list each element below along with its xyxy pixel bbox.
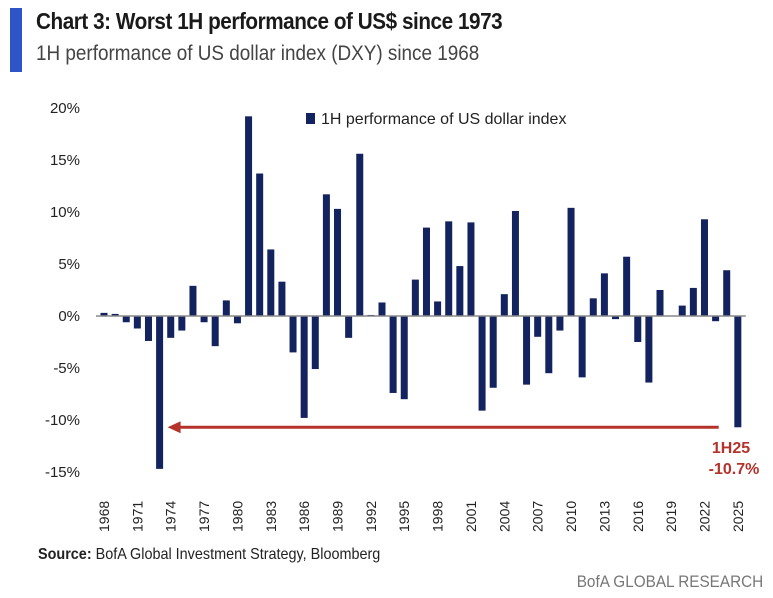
brand-logo-text: BofA GLOBAL RESEARCH bbox=[576, 572, 763, 591]
x-tick-label: 1998 bbox=[430, 501, 446, 532]
annotation-value: -10.7% bbox=[709, 461, 760, 478]
bar-2024 bbox=[723, 270, 731, 316]
bar-1972 bbox=[144, 316, 152, 341]
x-tick-label: 1968 bbox=[96, 501, 112, 532]
y-tick-label: 10% bbox=[50, 204, 80, 221]
bar-2000 bbox=[456, 266, 464, 316]
bar-1974 bbox=[167, 316, 175, 338]
bar-1975 bbox=[178, 316, 186, 331]
bar-1998 bbox=[434, 301, 442, 316]
bar-1995 bbox=[400, 316, 408, 400]
bar-1970 bbox=[122, 316, 130, 323]
bar-2015 bbox=[623, 256, 631, 316]
bar-1979 bbox=[222, 300, 230, 316]
bar-1983 bbox=[267, 249, 275, 316]
bar-1968 bbox=[100, 312, 108, 316]
bar-2004 bbox=[500, 294, 508, 316]
x-tick-label: 1980 bbox=[229, 501, 245, 532]
title-accent-bar bbox=[10, 8, 22, 72]
bar-1993 bbox=[378, 302, 386, 316]
annotation-label: 1H25 bbox=[712, 440, 750, 457]
bar-1989 bbox=[334, 208, 342, 316]
x-tick-label: 2022 bbox=[696, 501, 712, 532]
bar-1999 bbox=[445, 221, 453, 316]
bar-1994 bbox=[389, 316, 397, 393]
source-text: BofA Global Investment Strategy, Bloombe… bbox=[91, 546, 381, 563]
x-tick-label: 1971 bbox=[129, 501, 145, 532]
bar-2018 bbox=[656, 290, 664, 316]
y-tick-label: 5% bbox=[58, 256, 80, 273]
bar-1990 bbox=[345, 316, 353, 338]
bar-1996 bbox=[411, 279, 419, 316]
x-tick-label: 1995 bbox=[396, 501, 412, 532]
x-tick-label: 1989 bbox=[330, 501, 346, 532]
x-tick-label: 2016 bbox=[630, 501, 646, 532]
x-tick-label: 2010 bbox=[563, 501, 579, 532]
y-tick-label: 20% bbox=[50, 100, 80, 117]
bar-1985 bbox=[289, 316, 297, 353]
bar-1986 bbox=[300, 316, 308, 418]
bar-1973 bbox=[156, 316, 164, 469]
bar-2005 bbox=[511, 210, 519, 316]
y-tick-label: -15% bbox=[45, 464, 80, 481]
bar-1984 bbox=[278, 281, 286, 316]
bar-2025 bbox=[734, 316, 742, 428]
bar-2006 bbox=[523, 316, 531, 385]
bar-1980 bbox=[233, 316, 241, 324]
bar-1987 bbox=[311, 316, 319, 370]
source-label: Source: bbox=[38, 546, 92, 563]
x-tick-label: 2019 bbox=[663, 501, 679, 532]
bar-1981 bbox=[245, 116, 253, 316]
bar-2017 bbox=[645, 316, 653, 383]
x-tick-label: 2013 bbox=[596, 501, 612, 532]
bar-1988 bbox=[322, 194, 330, 316]
y-tick-label: 15% bbox=[50, 152, 80, 169]
x-tick-label: 1974 bbox=[163, 501, 179, 532]
source-note: Source: BofA Global Investment Strategy,… bbox=[38, 546, 380, 564]
x-tick-label: 1983 bbox=[263, 501, 279, 532]
bar-2002 bbox=[478, 316, 486, 411]
x-tick-label: 1977 bbox=[196, 501, 212, 532]
chart-title: Chart 3: Worst 1H performance of US$ sin… bbox=[36, 8, 503, 34]
bar-2008 bbox=[545, 316, 553, 374]
x-tick-label: 1986 bbox=[296, 501, 312, 532]
legend-swatch bbox=[306, 113, 315, 124]
y-tick-label: -10% bbox=[45, 412, 80, 429]
bar-1982 bbox=[256, 173, 264, 316]
bar-1976 bbox=[189, 285, 197, 316]
x-tick-label: 2001 bbox=[463, 501, 479, 532]
bar-1977 bbox=[200, 316, 208, 323]
x-tick-label: 2004 bbox=[496, 501, 512, 532]
bar-2003 bbox=[489, 316, 497, 388]
bar-1978 bbox=[211, 316, 219, 347]
bar-2023 bbox=[712, 316, 720, 322]
bar-2011 bbox=[578, 316, 586, 378]
x-tick-label: 1992 bbox=[363, 501, 379, 532]
bar-1997 bbox=[422, 227, 430, 316]
y-tick-label: -5% bbox=[53, 360, 80, 377]
bar-2014 bbox=[612, 316, 620, 320]
bar-1971 bbox=[133, 316, 141, 329]
bar-2013 bbox=[600, 273, 608, 316]
annotation-arrow-head bbox=[167, 421, 181, 434]
y-tick-label: 0% bbox=[58, 308, 80, 325]
bar-2020 bbox=[678, 305, 686, 316]
bar-2022 bbox=[700, 219, 708, 316]
x-tick-label: 2025 bbox=[730, 501, 746, 532]
bar-2016 bbox=[634, 316, 642, 342]
bar-2012 bbox=[589, 298, 597, 316]
bar-1969 bbox=[111, 313, 119, 316]
bar-2010 bbox=[567, 207, 575, 316]
x-tick-label: 2007 bbox=[530, 501, 546, 532]
bar-2007 bbox=[534, 316, 542, 337]
bar-2021 bbox=[689, 287, 697, 316]
bar-1991 bbox=[356, 153, 364, 316]
chart-subtitle: 1H performance of US dollar index (DXY) … bbox=[36, 42, 480, 65]
legend-label: 1H performance of US dollar index bbox=[321, 111, 566, 128]
bar-2009 bbox=[556, 316, 564, 331]
bar-2001 bbox=[467, 222, 475, 316]
